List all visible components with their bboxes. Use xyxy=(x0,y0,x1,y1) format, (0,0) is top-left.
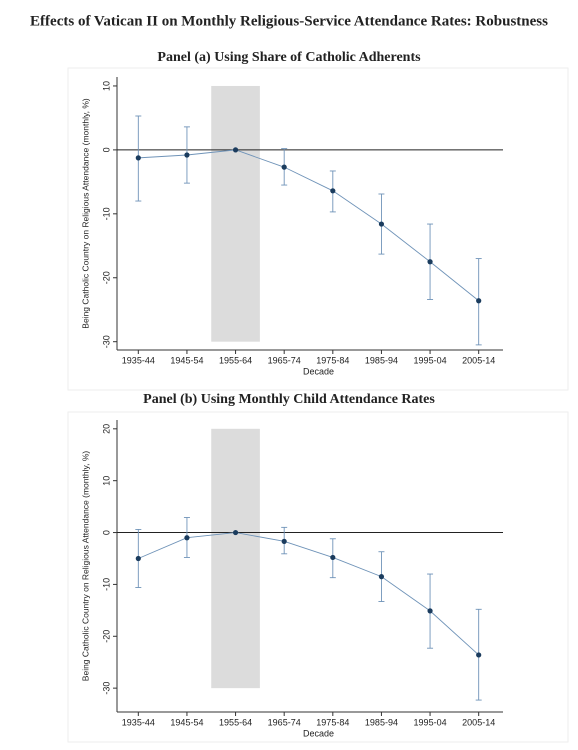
y-tick-label: -20 xyxy=(101,271,111,284)
point xyxy=(427,608,433,614)
point xyxy=(476,298,482,304)
panel-title: Panel (b) Using Monthly Child Attendance… xyxy=(143,392,435,407)
y-tick-label: -10 xyxy=(101,578,111,591)
point xyxy=(330,554,336,561)
x-tick-label: 1945-54 xyxy=(170,355,203,365)
y-tick-label: -10 xyxy=(101,207,111,220)
point xyxy=(427,259,433,265)
x-tick-label: 2005-14 xyxy=(462,355,495,365)
x-tick-label: 1965-74 xyxy=(268,355,301,365)
point xyxy=(378,574,385,580)
x-tick-label: 1965-74 xyxy=(268,717,301,727)
point xyxy=(232,147,239,153)
point xyxy=(232,529,239,536)
x-tick-label: 1935-44 xyxy=(122,717,155,727)
y-tick-label: 10 xyxy=(101,81,111,91)
x-tick-label: 1935-44 xyxy=(122,355,155,365)
x-axis-label: Decade xyxy=(303,728,334,738)
x-tick-label: 1955-64 xyxy=(219,717,252,727)
y-tick-label: 0 xyxy=(101,530,111,535)
y-axis-label: Being Catholic Country on Religious Atte… xyxy=(80,451,90,682)
point xyxy=(476,652,482,658)
x-axis-label: Decade xyxy=(303,366,334,376)
plot-frame xyxy=(67,411,569,743)
x-tick-label: 1945-54 xyxy=(170,717,203,727)
plot-frame xyxy=(67,67,569,391)
y-tick-label: -30 xyxy=(101,682,111,695)
x-tick-label: 1985-94 xyxy=(365,355,398,365)
point xyxy=(135,155,141,161)
y-tick-label: 10 xyxy=(101,476,111,486)
point xyxy=(184,152,190,158)
data-line xyxy=(138,532,479,656)
x-tick-label: 1975-84 xyxy=(316,717,349,727)
point xyxy=(378,221,385,227)
panel-title: Panel (a) Using Share of Catholic Adhere… xyxy=(157,50,421,65)
shaded-period xyxy=(211,85,260,342)
point xyxy=(184,535,190,541)
point xyxy=(135,555,141,562)
point xyxy=(330,188,336,194)
x-tick-label: 1955-64 xyxy=(219,355,252,365)
point xyxy=(281,164,287,170)
x-tick-label: 1995-04 xyxy=(414,355,447,365)
y-tick-label: 0 xyxy=(101,147,111,152)
figure-title: Effects of Vatican II on Monthly Religio… xyxy=(30,13,548,29)
data-line xyxy=(138,149,479,302)
y-tick-label: 20 xyxy=(101,424,111,434)
x-tick-label: 1985-94 xyxy=(365,717,398,727)
y-tick-label: -30 xyxy=(101,335,111,348)
y-axis-label: Being Catholic Country on Religious Atte… xyxy=(80,98,90,329)
shaded-period xyxy=(211,428,260,689)
x-tick-label: 2005-14 xyxy=(462,717,495,727)
point xyxy=(281,538,287,544)
x-tick-label: 1995-04 xyxy=(414,717,447,727)
x-tick-label: 1975-84 xyxy=(316,355,349,365)
y-tick-label: -20 xyxy=(101,630,111,643)
